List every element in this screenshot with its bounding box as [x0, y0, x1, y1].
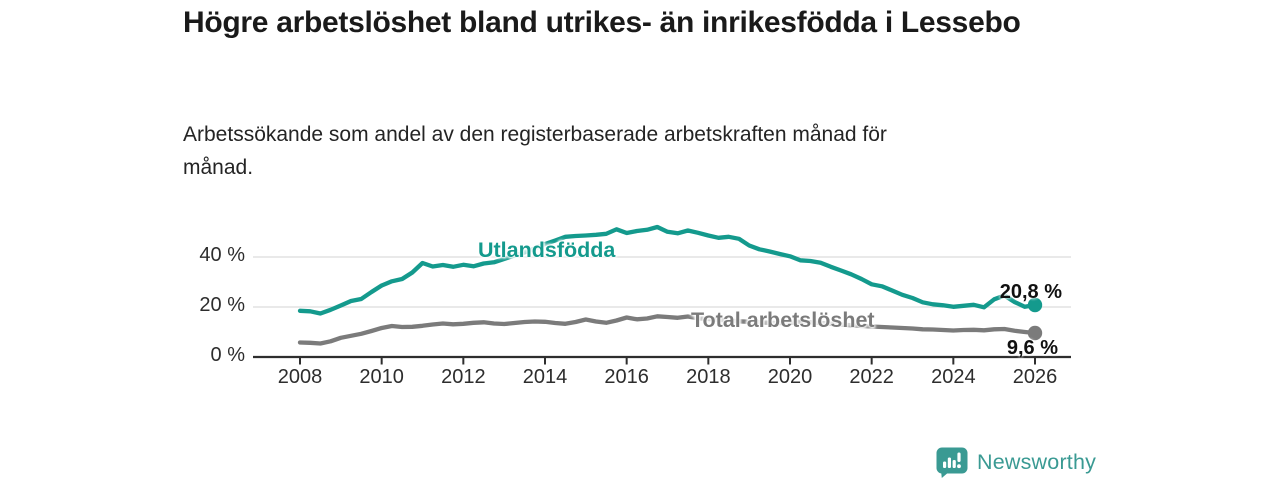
x-axis-tick-label: 2024 [931, 366, 976, 388]
series-label-utlandsfodda: Utlandsfödda [478, 238, 616, 262]
x-axis-tick-label: 2016 [604, 366, 649, 388]
x-axis-tick-label: 2010 [359, 366, 404, 388]
utlandsfodda-end-dot [1027, 297, 1043, 313]
page-title: Högre arbetslöshet bland utrikes- än inr… [183, 6, 1021, 39]
x-axis-tick-label: 2020 [767, 366, 813, 388]
total-end-dot [1027, 325, 1043, 341]
x-axis-tick-label: 2008 [277, 366, 323, 388]
x-axis-tick-label: 2018 [686, 366, 731, 388]
y-axis-tick-label: 40 % [199, 244, 245, 266]
end-value-label-utlandsfodda: 20,8 % [999, 281, 1062, 303]
y-axis-tick-label: 20 % [199, 294, 245, 316]
newsworthy-branding: Newsworthy [936, 446, 1096, 479]
x-axis-tick-label: 2026 [1012, 366, 1058, 388]
x-axis-tick-label: 2012 [441, 366, 486, 388]
end-value-label-total: 9,6 % [1006, 337, 1058, 359]
newsworthy-logo-icon [936, 447, 968, 478]
total-arbetsloshet-line [297, 314, 1038, 346]
page-subtitle: Arbetssökande som andel av den registerb… [183, 123, 887, 179]
y-axis-tick-label: 0 % [210, 344, 245, 366]
x-axis-tick-label: 2014 [522, 366, 568, 388]
x-axis-tick-label: 2022 [849, 366, 894, 388]
utlandsfodda-line [297, 224, 1038, 316]
series-label-total-arbetsloshet: Total arbetslöshet [691, 308, 875, 332]
newsworthy-wordmark: Newsworthy [977, 450, 1097, 474]
